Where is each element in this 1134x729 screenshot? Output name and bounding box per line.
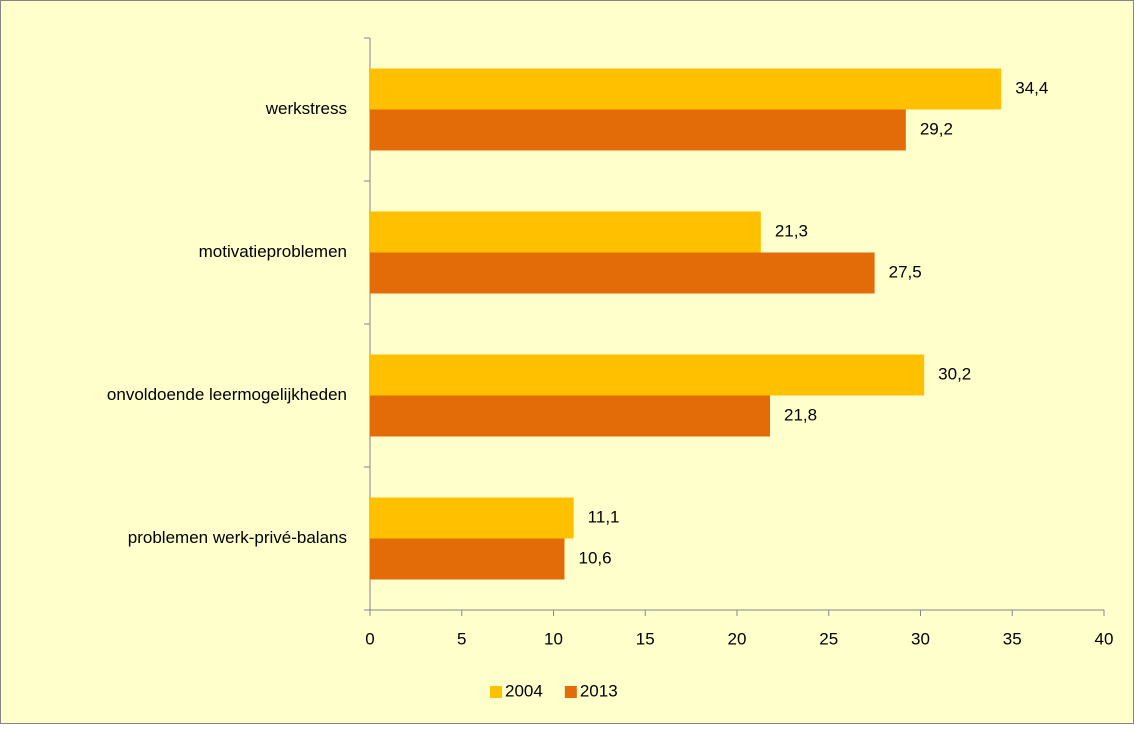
bar [370,538,565,580]
x-tick-label: 25 [819,629,838,648]
value-label: 29,2 [920,119,953,138]
legend-swatch [490,686,502,698]
x-tick-label: 20 [728,629,747,648]
value-label: 11,1 [588,507,620,526]
legend-label: 2013 [580,681,618,700]
bar [370,497,574,539]
value-label: 10,6 [579,548,612,567]
value-label: 30,2 [938,364,971,383]
x-tick-label: 15 [636,629,655,648]
y-tick-label: motivatieproblemen [199,242,347,261]
bar [370,68,1002,110]
x-tick-label: 30 [911,629,930,648]
value-label: 34,4 [1015,78,1048,97]
bar [370,109,906,151]
bar [370,354,925,396]
x-tick-label: 10 [544,629,563,648]
x-tick-label: 35 [1003,629,1022,648]
x-tick-label: 40 [1095,629,1114,648]
bar [370,211,761,253]
y-tick-label: werkstress [265,99,347,118]
y-tick-label: problemen werk-privé-balans [128,528,347,547]
x-tick-label: 5 [457,629,466,648]
bar [370,395,771,437]
y-tick-label: onvoldoende leermogelijkheden [107,385,347,404]
value-label: 21,8 [784,405,817,424]
value-label: 27,5 [889,262,922,281]
bar [370,252,875,294]
legend-label: 2004 [505,681,543,700]
value-label: 21,3 [775,221,808,240]
x-tick-label: 0 [365,629,374,648]
legend-swatch [564,686,577,698]
